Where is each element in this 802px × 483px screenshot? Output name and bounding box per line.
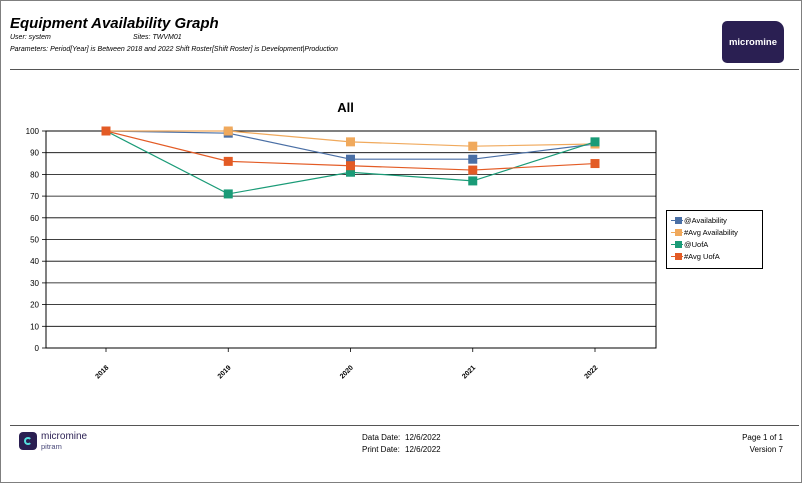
- micromine-logo-text: micromine: [728, 36, 778, 48]
- user-line: User: system: [10, 34, 51, 41]
- data-point: [223, 189, 233, 199]
- legend-label: @UofA: [684, 240, 709, 249]
- data-point: [346, 137, 355, 147]
- legend-swatch: [675, 217, 682, 224]
- legend-item-avg-uofa: #Avg UofA: [671, 252, 761, 262]
- footer-brand-sub: pitram: [41, 442, 62, 451]
- footer-brand: micromine: [41, 431, 88, 442]
- logo-glyph: [24, 437, 32, 445]
- footer-divider: [10, 425, 799, 426]
- legend-item-availability: @Availability: [671, 216, 761, 226]
- y-tick-label: 0: [35, 344, 40, 353]
- legend-label: @Availability: [684, 216, 727, 225]
- data-point: [223, 156, 233, 166]
- data-point: [223, 126, 233, 136]
- page-number: Page 1 of 1: [742, 433, 783, 442]
- print-date-value: 12/6/2022: [405, 445, 441, 454]
- plot-area: [45, 130, 657, 349]
- parameters-line: Parameters: Period[Year] is Between 2018…: [10, 46, 338, 53]
- data-point: [468, 154, 478, 164]
- legend-item-avg-availability: #Avg Availability: [671, 228, 761, 238]
- data-point: [346, 161, 355, 171]
- version-label: Version 7: [749, 445, 783, 454]
- y-tick-label: 10: [30, 322, 39, 331]
- legend-item-uofa: @UofA: [671, 240, 761, 250]
- data-point: [590, 159, 600, 169]
- data-point: [468, 176, 478, 186]
- data-point: [468, 165, 478, 175]
- report-title: Equipment Availability Graph: [10, 15, 219, 32]
- y-tick-label: 50: [30, 236, 39, 245]
- legend-swatch: [675, 229, 682, 236]
- y-tick-label: 80: [30, 170, 39, 179]
- legend-label: #Avg Availability: [684, 228, 738, 237]
- micromine-logo: micromine: [722, 21, 784, 63]
- header-divider: [10, 69, 799, 70]
- legend-swatch: [675, 253, 682, 260]
- print-date-label: Print Date:: [362, 445, 400, 454]
- y-tick-label: 40: [30, 257, 39, 266]
- data-date-label: Data Date:: [362, 433, 401, 442]
- legend-label: #Avg UofA: [684, 252, 720, 261]
- data-point: [346, 167, 355, 177]
- y-tick-label: 70: [30, 192, 39, 201]
- micromine-pitram-logo-icon: [19, 432, 37, 450]
- data-date-value: 12/6/2022: [405, 433, 441, 442]
- y-tick-label: 60: [30, 214, 39, 223]
- data-point: [590, 137, 600, 147]
- x-tick-label: 2021: [461, 364, 477, 380]
- y-tick-label: 90: [30, 149, 39, 158]
- x-tick-label: 2022: [583, 364, 599, 380]
- chart-title: All: [337, 100, 354, 115]
- chart-legend: @Availability #Avg Availability @UofA #A…: [666, 210, 763, 269]
- data-point: [346, 154, 355, 164]
- legend-swatch: [675, 241, 682, 248]
- y-tick-label: 100: [26, 127, 40, 136]
- data-point: [468, 141, 478, 151]
- data-point: [101, 126, 111, 136]
- y-tick-label: 20: [30, 301, 39, 310]
- y-tick-label: 30: [30, 279, 39, 288]
- x-tick-label: 2020: [339, 364, 355, 380]
- sites-line: Sites: TWVM01: [133, 34, 182, 41]
- x-tick-label: 2018: [94, 364, 110, 380]
- x-tick-label: 2019: [217, 364, 233, 380]
